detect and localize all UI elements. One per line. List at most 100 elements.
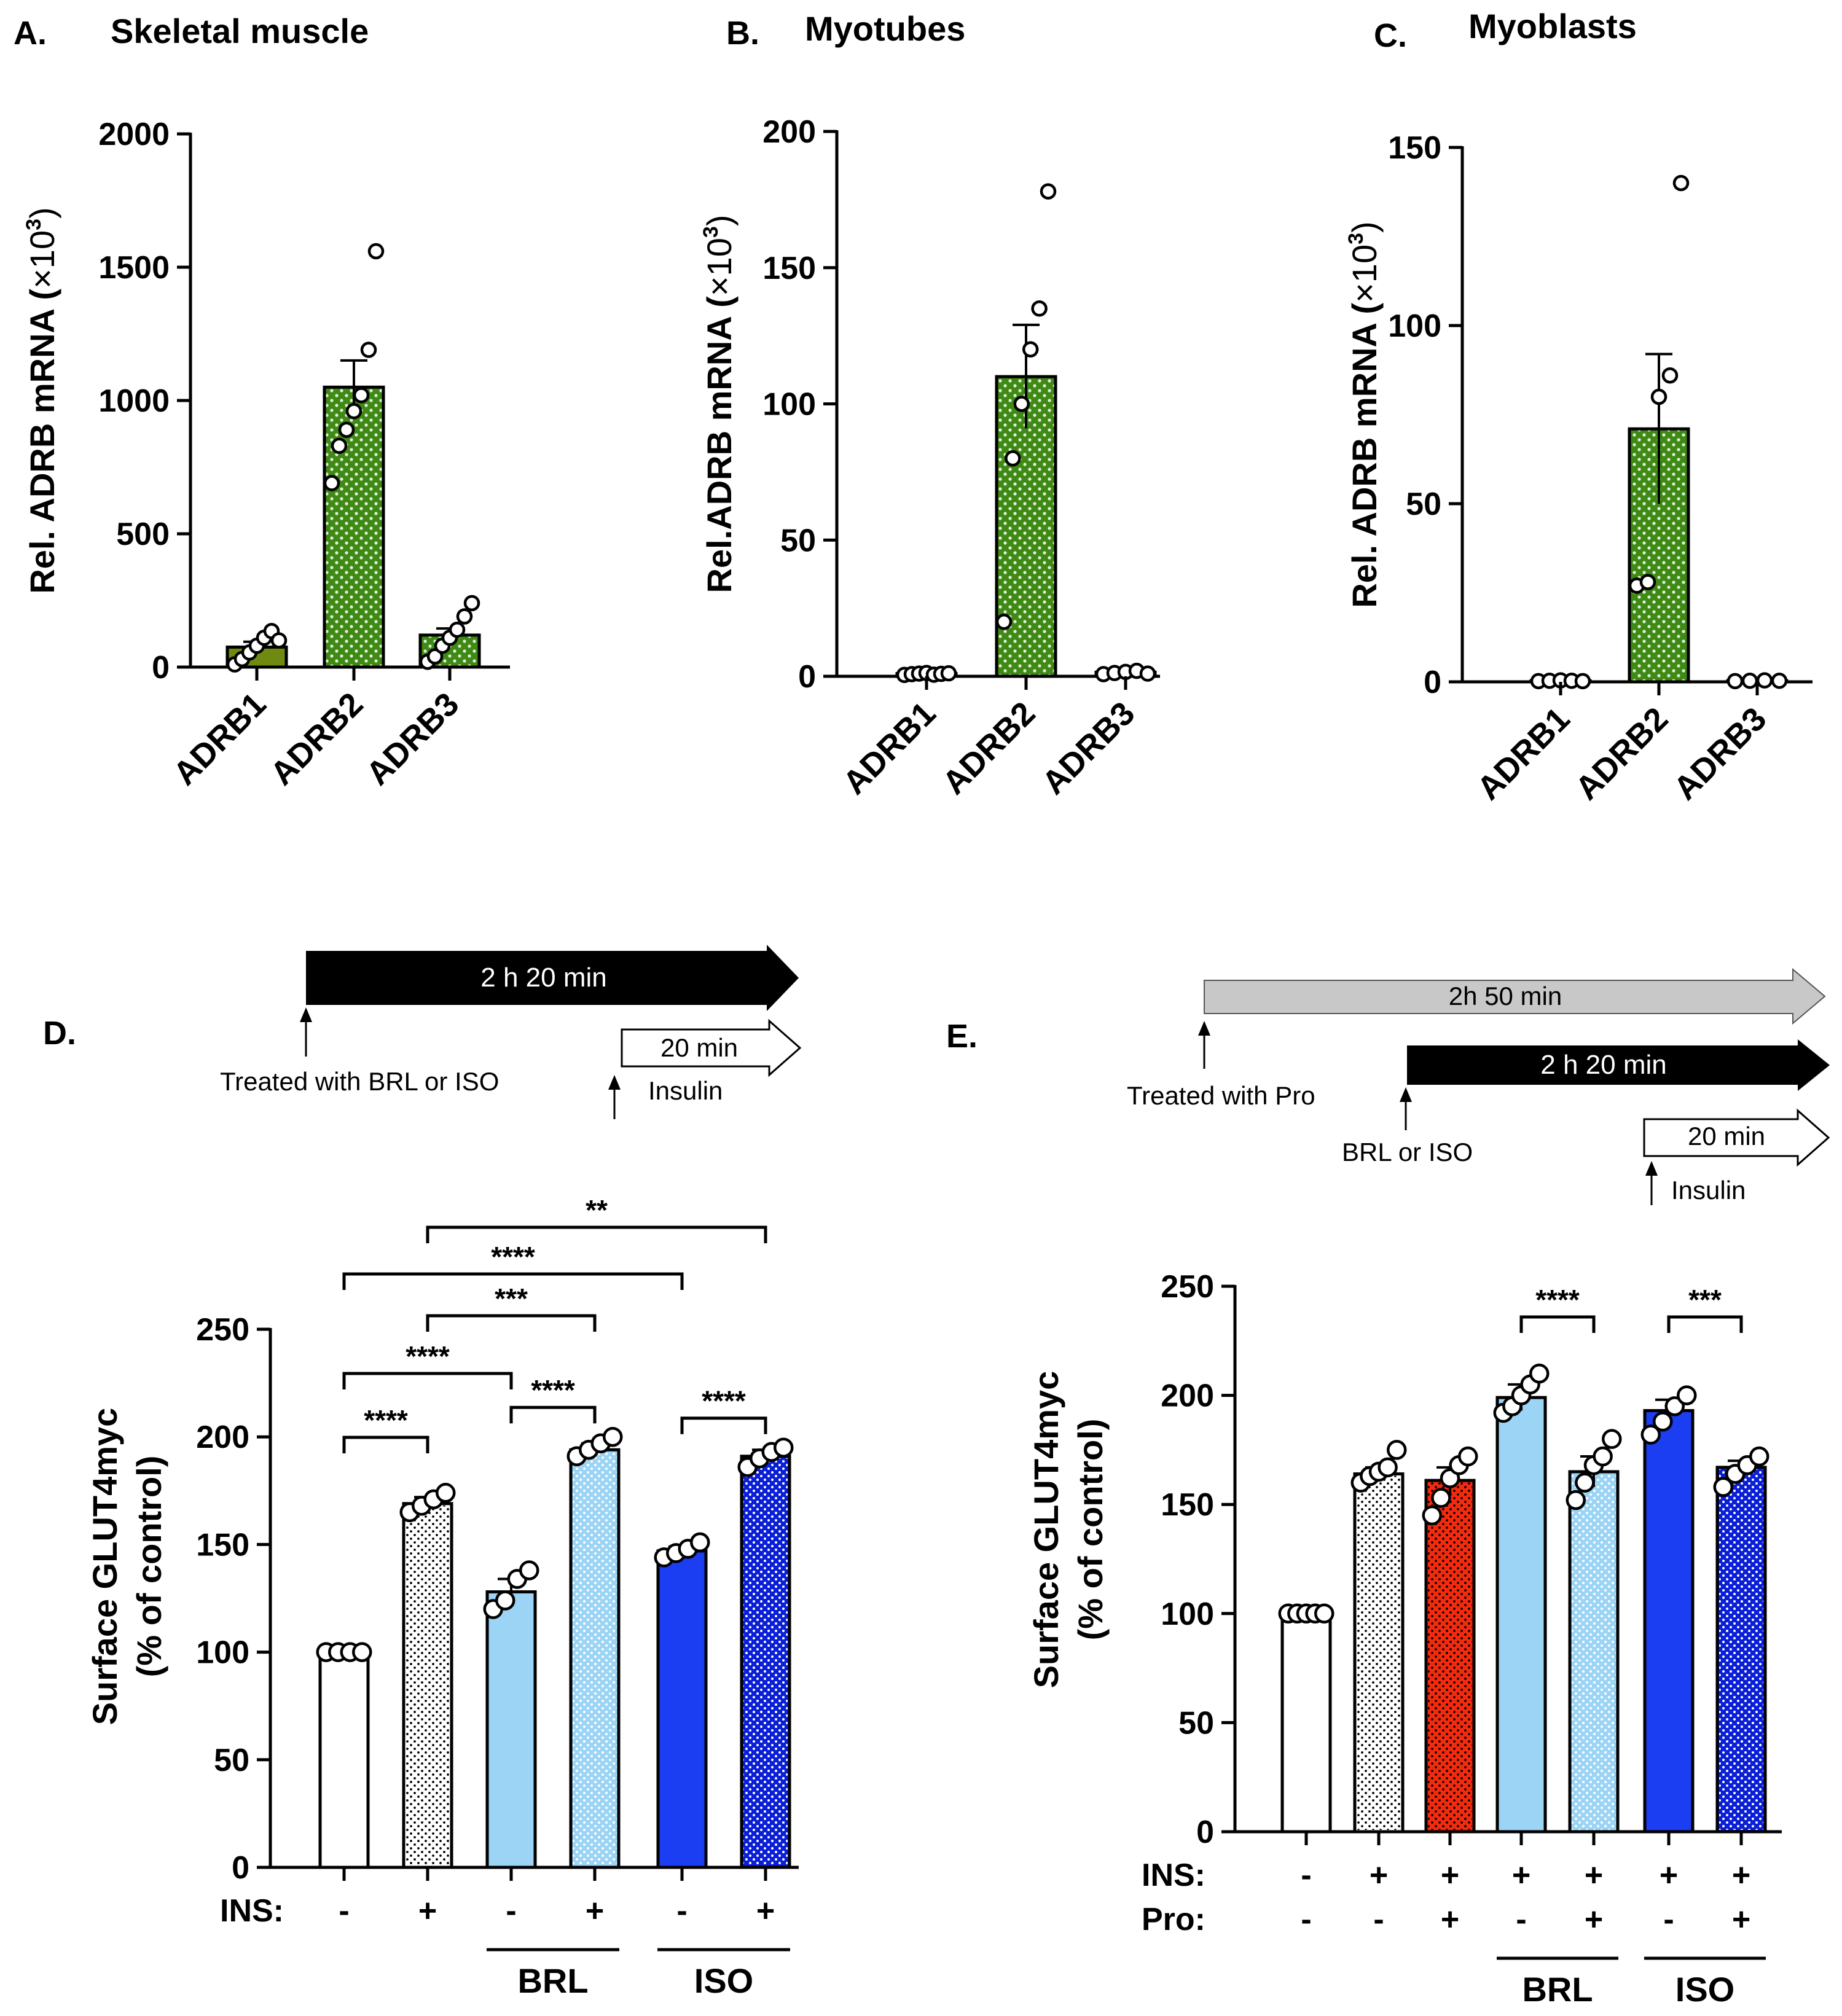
timeline-d-main-label: 2 h 20 min [480, 963, 606, 993]
y-label-mult: ×10 [23, 230, 61, 289]
timeline-e-insulin-arrow [1643, 1108, 1830, 1167]
y-label-close: ) [1345, 221, 1384, 233]
y-axis-label: Rel.ADRB mRNA (×103) [699, 215, 739, 593]
data-point [1640, 1424, 1661, 1445]
x-tick-label: ADRB1 [836, 695, 943, 802]
timeline-e-main-arrow [1407, 1039, 1830, 1091]
timeline-e-insulin-duration: 20 min [1688, 1122, 1765, 1151]
row-sign: - [1301, 1858, 1311, 1893]
timeline-d-insulin-arrow [621, 1018, 802, 1077]
bar [1280, 1612, 1332, 1834]
sig-label: **** [406, 1340, 450, 1372]
timeline-e-pro-arrow [1204, 967, 1826, 1025]
chart-c: 0 50 100 150 Rel. ADRB mRNA (×103) ADRB1ADRB2… [1344, 130, 1813, 807]
x-tick-label: ADRB1 [167, 686, 273, 792]
bar [1643, 1408, 1695, 1834]
x-tick-label: ADRB2 [936, 695, 1043, 802]
timeline-d-insulin-duration: 20 min [660, 1033, 738, 1062]
y-tick-label: 50 [214, 1743, 249, 1778]
data-point [1664, 1396, 1685, 1416]
y-tick-label: 100 [1388, 308, 1441, 344]
y-tick-label: 150 [196, 1527, 249, 1563]
data-point [345, 403, 363, 420]
data-point [1749, 1446, 1769, 1467]
data-point [1013, 396, 1030, 412]
data-point [1005, 450, 1021, 467]
y-tick-label: 250 [196, 1312, 249, 1348]
data-point [426, 648, 444, 665]
row-sign: + [1585, 1902, 1603, 1937]
row-sign: + [1732, 1902, 1750, 1937]
row-sign: - [1373, 1902, 1384, 1937]
y-label-exp: 3 [699, 226, 723, 238]
data-point [1771, 673, 1788, 689]
row-sign: + [1441, 1858, 1459, 1893]
sig-bracket [342, 1272, 684, 1290]
data-point [463, 595, 480, 612]
sig-bracket [342, 1372, 513, 1389]
data-point [456, 608, 473, 625]
data-point [360, 342, 377, 358]
y-label-close: ) [700, 215, 739, 227]
bar-pattern [743, 1458, 788, 1866]
row-sign: + [1660, 1858, 1678, 1893]
row-sign: + [756, 1893, 775, 1929]
timeline-d-insulin-label: Insulin [648, 1076, 723, 1105]
x-tick-label: ADRB2 [1569, 700, 1675, 807]
data-point [1431, 1488, 1451, 1508]
y-tick-label: 100 [762, 387, 816, 423]
y-tick-label: 100 [196, 1635, 249, 1671]
row-sign: + [586, 1893, 604, 1929]
data-point [1574, 673, 1591, 690]
chart-e: 0 50 100 150 200 250 Surface GLUT4myc (% of con… [1027, 1269, 1782, 2009]
panel-c-title: Myoblasts [1468, 7, 1637, 45]
x-tick-label: ADRB3 [1035, 695, 1142, 802]
data-point [1040, 183, 1057, 200]
bar [1495, 1396, 1547, 1834]
y-tick-label: 250 [1161, 1269, 1214, 1305]
sig-bracket [680, 1416, 767, 1434]
y-tick-label: 200 [1161, 1378, 1214, 1414]
data-point [1458, 1446, 1478, 1467]
y-tick-label: 0 [798, 659, 816, 695]
row-sign: + [1512, 1858, 1530, 1893]
data-point [323, 475, 340, 491]
sig-label: **** [531, 1374, 575, 1406]
group-label: BRL [517, 1961, 588, 2000]
data-point [1661, 367, 1679, 384]
y-tick-label: 100 [1161, 1596, 1214, 1632]
bar [485, 1590, 537, 1869]
bar-pattern [1719, 1469, 1763, 1830]
y-label-close: ) [23, 207, 61, 219]
panel-b-letter: B. [726, 15, 759, 52]
y-tick-label: 2000 [98, 117, 170, 152]
sig-bracket [342, 1436, 429, 1453]
timeline-e-main-label: 2 h 20 min [1540, 1050, 1666, 1080]
panel-b-title: Myotubes [805, 9, 965, 48]
data-point [1378, 1457, 1398, 1478]
sig-bracket [509, 1405, 597, 1424]
data-point [1602, 1429, 1622, 1449]
row-label: INS: [1142, 1858, 1205, 1893]
y-tick-label: 1000 [98, 383, 170, 419]
data-point [1713, 1477, 1733, 1498]
sig-label: **** [364, 1404, 408, 1436]
data-point [603, 1426, 623, 1447]
y-label-exp: 3 [22, 219, 45, 230]
data-point [1529, 1363, 1550, 1384]
x-tick-label: ADRB1 [1470, 700, 1577, 807]
data-point [436, 1483, 456, 1503]
data-point [449, 621, 466, 638]
sig-bracket [1519, 1315, 1596, 1333]
data-point [1422, 1505, 1442, 1526]
y-label-main: Rel.ADRB mRNA ( [700, 296, 739, 593]
group-label: BRL [1522, 1970, 1593, 2009]
x-tick-label: ADRB3 [1667, 700, 1774, 807]
y-tick-label: 200 [762, 114, 816, 150]
data-point [1741, 673, 1758, 689]
data-point [1031, 300, 1048, 317]
y-axis-label: Rel. ADRB mRNA (×103) [22, 207, 61, 593]
sig-bracket [1667, 1315, 1743, 1333]
timeline-d-treated-label: Treated with BRL or ISO [220, 1067, 499, 1096]
data-point [1653, 1411, 1673, 1432]
